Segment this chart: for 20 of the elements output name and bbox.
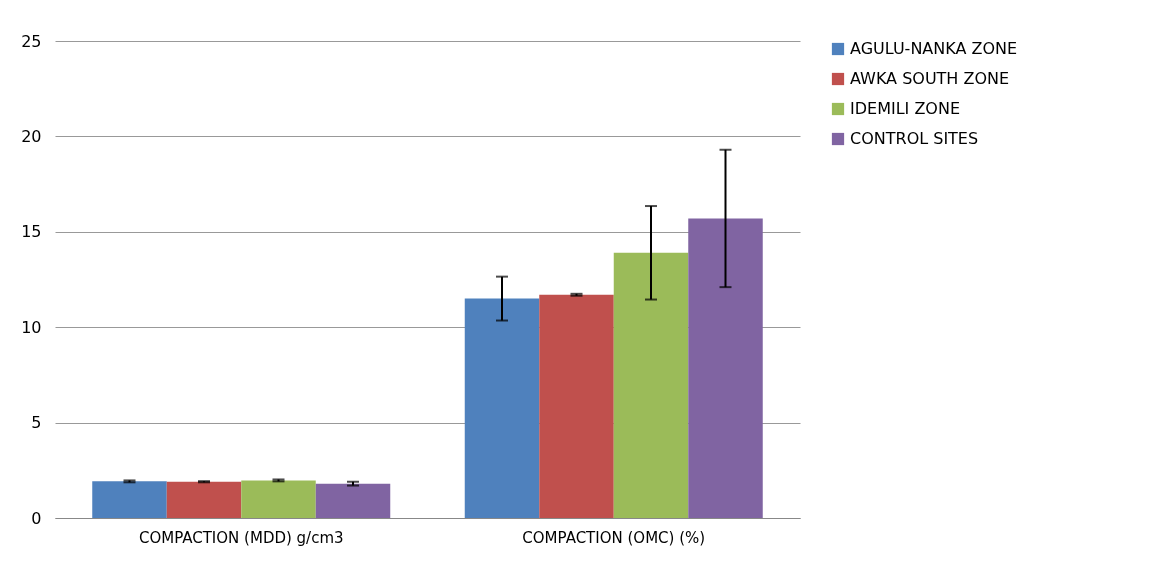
y-tick-label: 5 — [31, 413, 42, 433]
bar — [464, 298, 540, 518]
bar — [92, 481, 167, 518]
bar — [688, 218, 763, 518]
bar — [539, 294, 614, 518]
bar — [241, 480, 316, 518]
x-tick-label: COMPACTION (MDD) g/cm3 — [138, 528, 344, 547]
x-tick-label: COMPACTION (OMC) (%) — [522, 528, 706, 547]
bar — [166, 481, 242, 518]
legend-label: AGULU-NANKA ZONE — [850, 39, 1018, 58]
legend-label: AWKA SOUTH ZONE — [850, 69, 1010, 88]
legend-label: IDEMILI ZONE — [850, 99, 961, 118]
y-tick-label: 0 — [31, 508, 42, 528]
bar — [315, 483, 391, 518]
y-tick-label: 20 — [21, 126, 42, 146]
bar — [613, 252, 689, 518]
y-tick-label: 25 — [21, 31, 42, 51]
y-tick-label: 15 — [21, 222, 42, 242]
y-tick-label: 10 — [21, 317, 42, 337]
legend-label: CONTROL SITES — [850, 129, 979, 148]
